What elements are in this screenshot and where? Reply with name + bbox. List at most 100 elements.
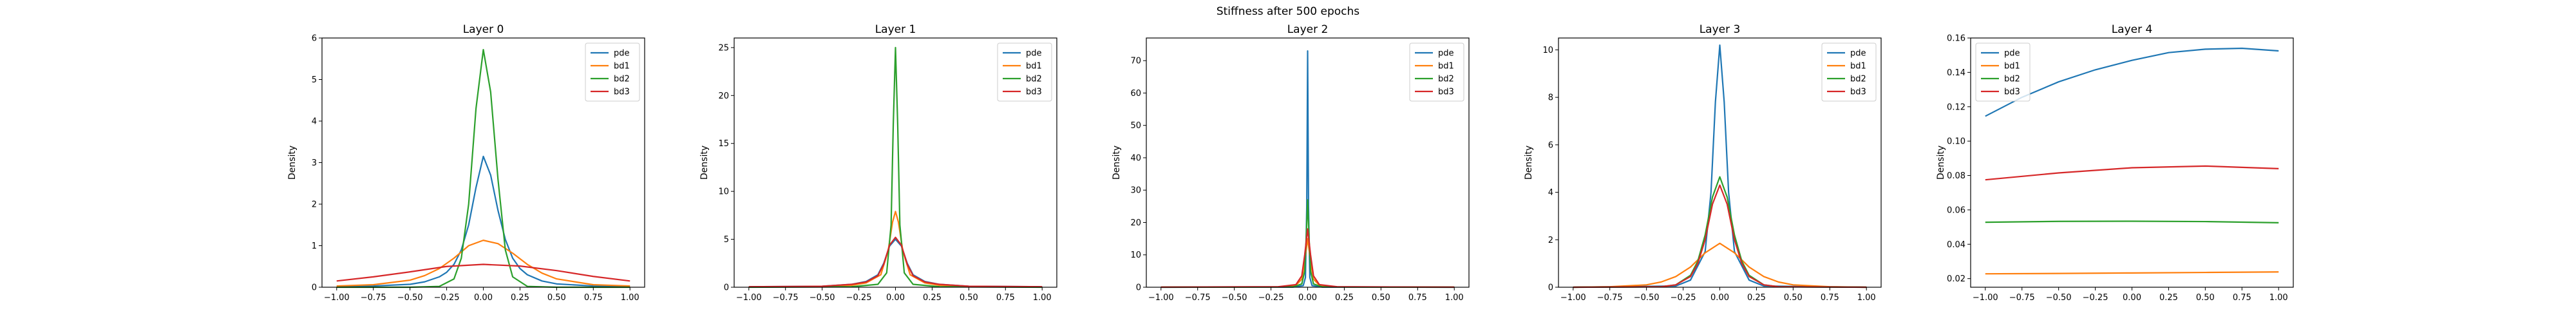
series-line-bd2 [1985,220,2279,224]
legend: pde bd1 bd2 bd3 [1409,43,1464,102]
y-tick-label: 0.10 [1947,137,1965,147]
x-tick-label: 0.75 [1408,293,1427,303]
x-tick-label: 0.75 [584,293,603,303]
y-tick-label: 40 [1130,153,1141,163]
x-tick-label: 0.75 [1821,293,1839,303]
y-tick-label: 15 [718,139,729,149]
y-tick-label: 0.04 [1947,240,1965,250]
legend-label-pde: pde [1850,49,1866,59]
y-tick-label: 6 [1548,140,1553,150]
x-tick-label: 0.00 [1298,293,1317,303]
x-tick-label: 0.00 [2123,293,2141,303]
panel-title: Layer 2 [1287,23,1329,36]
y-tick-label: 70 [1130,57,1141,66]
series-line-bd3 [336,263,630,282]
legend-box [997,43,1052,102]
series-line-bd3 [1160,228,1455,288]
y-tick-label: 0 [1136,283,1141,293]
legend-label-bd2: bd2 [614,75,630,84]
panel-title: Layer 1 [875,23,916,36]
y-tick-label: 0 [312,283,317,293]
legend-label-bd1: bd1 [1438,62,1454,71]
series-line-pde [1160,50,1455,289]
legend-label-bd2: bd2 [2004,75,2020,84]
legend-label-pde: pde [2004,49,2020,59]
y-axis-label: Density [287,146,298,180]
figure-suptitle: Stiffness after 500 epochs [1217,5,1359,18]
legend: pde bd1 bd2 bd3 [1821,43,1877,102]
x-tick-label: −0.75 [1185,293,1211,303]
legend-label-bd2: bd2 [1850,75,1866,84]
x-tick-label: −0.25 [846,293,872,303]
legend-box [1409,43,1464,102]
x-tick-label: −0.75 [2009,293,2035,303]
legend-label-bd2: bd2 [1438,75,1454,84]
legend-label-bd1: bd1 [614,62,630,71]
x-tick-label: −1.00 [1148,293,1174,303]
y-tick-label: 60 [1130,89,1141,99]
y-tick-label: 8 [1548,93,1553,103]
legend: pde bd1 bd2 bd3 [585,43,640,102]
y-tick-label: 50 [1130,121,1141,131]
x-tick-label: −0.25 [434,293,460,303]
series-line-bd3 [1985,165,2279,181]
legend-label-bd2: bd2 [1026,75,1042,84]
legend-label-bd3: bd3 [1438,88,1454,97]
x-tick-label: −0.25 [1671,293,1696,303]
y-tick-label: 0.14 [1947,68,1965,78]
x-tick-label: 0.50 [960,293,978,303]
y-tick-label: 0 [724,283,729,293]
x-tick-label: −1.00 [736,293,762,303]
x-tick-label: 1.00 [1445,293,1464,303]
legend-label-bd3: bd3 [2004,88,2020,97]
y-tick-label: 4 [1548,188,1553,198]
y-tick-label: 30 [1130,186,1141,196]
legend-label-pde: pde [1026,49,1042,59]
panels: Layer 0 −1.00 −0.75 −0.50 −0.25 0.00 0.25 0.50 0… [287,23,2294,303]
x-tick-label: −0.75 [773,293,799,303]
legend-label-bd1: bd1 [2004,62,2020,71]
y-tick-label: 5 [312,75,317,85]
series-line-bd1 [336,240,630,287]
y-tick-label: 6 [312,34,317,44]
x-tick-label: −0.50 [1634,293,1660,303]
legend: pde bd1 bd2 bd3 [1975,43,2031,102]
y-tick-label: 25 [718,43,729,53]
x-tick-label: 0.25 [1335,293,1354,303]
x-tick-label: −0.25 [1258,293,1284,303]
legend: pde bd1 bd2 bd3 [997,43,1052,102]
y-axis-label: Density [1936,146,1946,180]
legend-label-pde: pde [614,49,630,59]
x-tick-label: −1.00 [1973,293,1998,303]
x-tick-label: 0.50 [547,293,566,303]
panel-layer-0: Layer 0 −1.00 −0.75 −0.50 −0.25 0.00 0.25 0.50 0… [287,23,645,303]
y-tick-label: 3 [312,158,317,168]
y-tick-label: 0.06 [1947,205,1965,215]
legend-box [1821,43,1877,102]
series-line-bd1 [748,211,1043,288]
x-tick-label: −0.25 [2083,293,2108,303]
x-tick-label: 1.00 [1857,293,1876,303]
legend-label-bd3: bd3 [1026,88,1042,97]
x-tick-label: 0.25 [923,293,942,303]
series-line-bd2 [1160,199,1455,289]
y-tick-label: 2 [312,200,317,210]
x-tick-label: −1.00 [1560,293,1586,303]
x-tick-label: 0.50 [2196,293,2215,303]
series-line-bd1 [1160,238,1455,288]
legend-label-bd1: bd1 [1026,62,1042,71]
y-tick-label: 10 [1130,251,1141,260]
y-tick-label: 0.08 [1947,171,1965,181]
x-tick-label: −0.50 [397,293,423,303]
x-tick-label: 0.00 [886,293,905,303]
y-tick-label: 0 [1548,283,1553,293]
y-tick-label: 4 [312,117,317,127]
series-line-bd1 [1573,242,1867,289]
x-tick-label: −1.00 [324,293,350,303]
panel-layer-1: Layer 1 −1.00 −0.75 −0.50 −0.25 0.00 0.25 0.50 0… [699,23,1057,303]
x-tick-label: 0.75 [2233,293,2251,303]
legend-box [585,43,640,102]
y-tick-label: 0.16 [1947,34,1965,44]
y-tick-label: 10 [718,187,729,197]
